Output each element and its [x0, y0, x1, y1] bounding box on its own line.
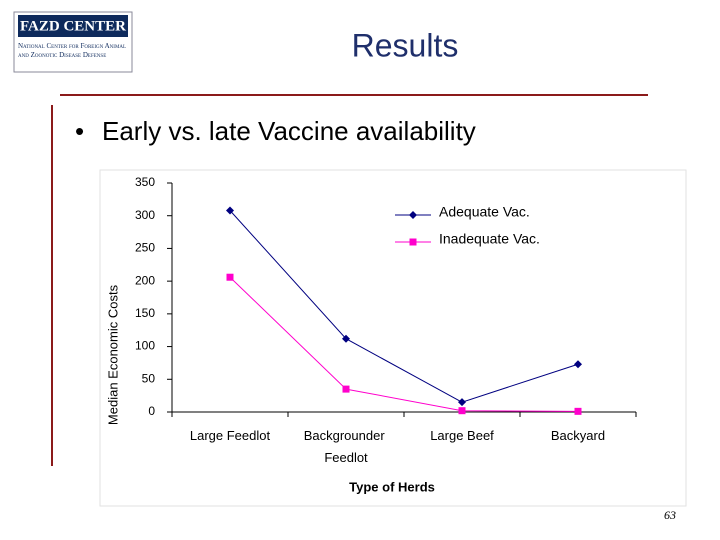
page-number: 63 [664, 508, 676, 522]
legend-marker [409, 238, 417, 246]
legend-marker [409, 211, 417, 219]
bullet-text: Early vs. late Vaccine availability [102, 116, 476, 146]
chart-frame [99, 169, 687, 507]
x-tick-label: Large Feedlot [190, 428, 271, 443]
marker [226, 273, 234, 281]
series-line [229, 210, 579, 403]
logo-subtitle: National Center for Foreign Animal and Z… [18, 42, 127, 59]
marker [458, 407, 466, 415]
y-axis-title: Median Economic Costs [105, 284, 120, 425]
slide-title: Results [352, 27, 459, 63]
logo-header [18, 15, 128, 37]
marker [574, 407, 582, 415]
y-tick-label: 0 [148, 404, 155, 418]
marker [342, 334, 350, 343]
logo-title: FAZD CENTER [20, 18, 126, 34]
y-tick-label: 100 [135, 339, 155, 353]
x-tick-label: Large Beef [430, 428, 494, 443]
y-tick-label: 250 [135, 241, 155, 255]
marker [458, 398, 466, 407]
bullet-mark: • [75, 116, 84, 146]
y-tick-label: 200 [135, 273, 155, 287]
x-tick-label: Backyard [551, 428, 605, 443]
legend-label: Adequate Vac. [439, 204, 530, 220]
marker [226, 206, 234, 215]
series-line [229, 276, 579, 412]
y-tick-label: 50 [142, 371, 156, 385]
marker [574, 360, 582, 369]
logo-subtitle-box: National Center for Foreign Animal and Z… [18, 42, 127, 59]
y-tick-label: 300 [135, 208, 155, 222]
marker [342, 385, 350, 393]
y-tick-label: 350 [135, 175, 155, 189]
x-tick-label: Backgrounder Feedlot [304, 428, 389, 465]
legend-label: Inadequate Vac. [439, 231, 540, 247]
y-tick-label: 150 [135, 306, 155, 320]
x-axis-title: Type of Herds [349, 479, 435, 494]
